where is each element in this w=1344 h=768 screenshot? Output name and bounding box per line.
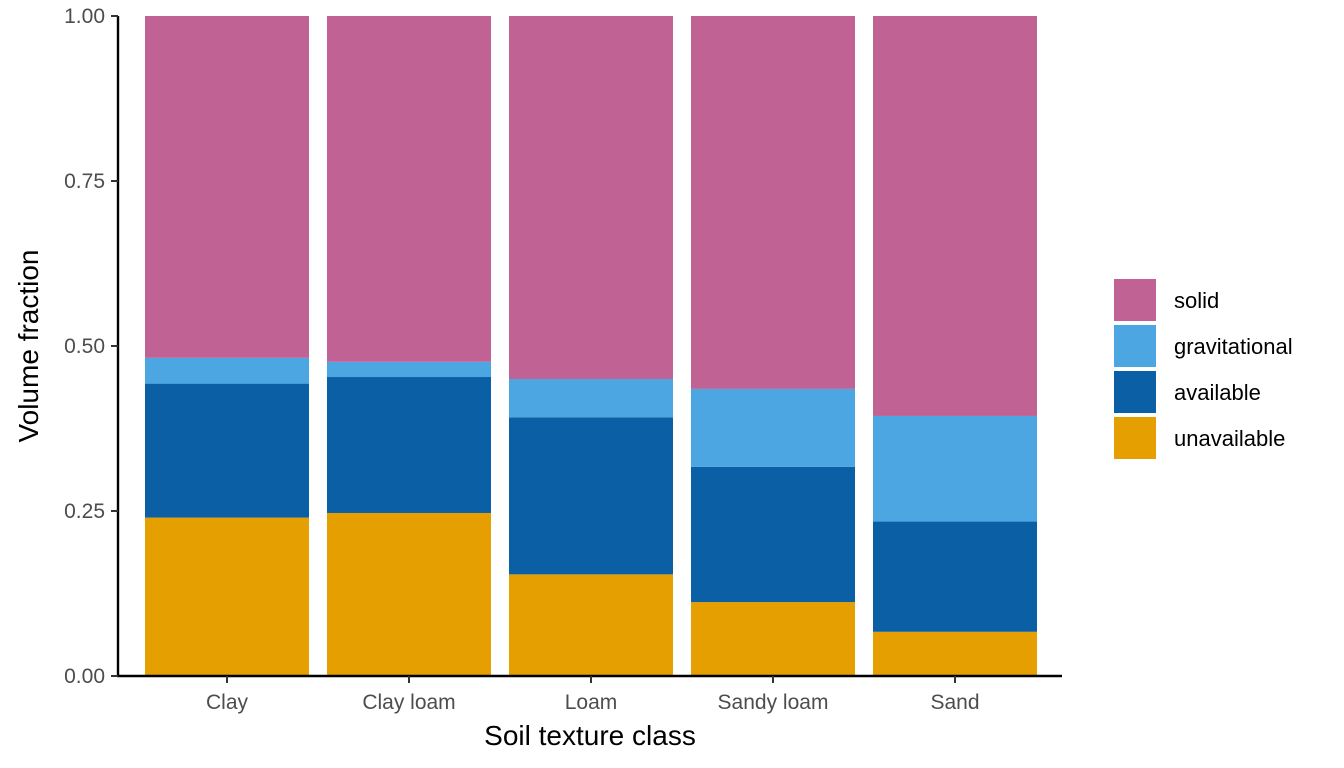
legend-label-solid: solid xyxy=(1174,288,1219,313)
bar-segment-solid-sand xyxy=(873,16,1037,416)
legend-label-gravitational: gravitational xyxy=(1174,334,1293,359)
bar-segment-solid-loam xyxy=(509,16,673,379)
bar-segment-unavailable-sandy-loam xyxy=(691,602,855,676)
y-axis-title: Volume fraction xyxy=(13,250,44,443)
bar-segment-gravitational-clay xyxy=(145,357,309,384)
bar-segment-available-loam xyxy=(509,417,673,575)
y-tick-label: 0.50 xyxy=(64,335,105,358)
legend-key-solid xyxy=(1114,279,1156,321)
y-tick-label: 0.00 xyxy=(64,665,105,688)
bar-segment-solid-clay-loam xyxy=(327,16,491,362)
bar-segment-unavailable-clay-loam xyxy=(327,512,491,676)
bar-segment-unavailable-loam xyxy=(509,574,673,676)
bar-segment-gravitational-clay-loam xyxy=(327,361,491,378)
axes-group: 0.00 0.25 0.50 0.75 1.00 Clay Clay loam Loam San… xyxy=(64,5,1062,714)
y-tick-label: 0.25 xyxy=(64,500,105,523)
bar-segment-available-sandy-loam xyxy=(691,466,855,603)
x-tick-label: Loam xyxy=(565,691,618,714)
legend-label-unavailable: unavailable xyxy=(1174,426,1285,451)
bar-segment-gravitational-sand xyxy=(873,415,1037,522)
bars-group xyxy=(145,16,1037,676)
legend-label-available: available xyxy=(1174,380,1261,405)
bar-segment-solid-sandy-loam xyxy=(691,16,855,389)
x-tick-label: Clay xyxy=(206,691,249,714)
legend: solid gravitational available unavailable xyxy=(1114,279,1293,459)
x-axis-title: Soil texture class xyxy=(484,720,696,751)
bar-segment-gravitational-loam xyxy=(509,379,673,418)
bar-segment-unavailable-clay xyxy=(145,517,309,676)
x-tick-label: Sandy loam xyxy=(718,691,829,714)
y-tick-label: 1.00 xyxy=(64,5,105,28)
bar-segment-gravitational-sandy-loam xyxy=(691,388,855,467)
y-tick-label: 0.75 xyxy=(64,170,105,193)
legend-key-available xyxy=(1114,371,1156,413)
x-tick-label: Sand xyxy=(930,691,979,714)
legend-key-gravitational xyxy=(1114,325,1156,367)
bar-segment-available-clay-loam xyxy=(327,377,491,513)
bar-segment-available-clay xyxy=(145,383,309,518)
x-tick-label: Clay loam xyxy=(362,691,455,714)
bar-segment-unavailable-sand xyxy=(873,631,1037,676)
bar-segment-available-sand xyxy=(873,521,1037,632)
bar-segment-solid-clay xyxy=(145,16,309,358)
legend-key-unavailable xyxy=(1114,417,1156,459)
